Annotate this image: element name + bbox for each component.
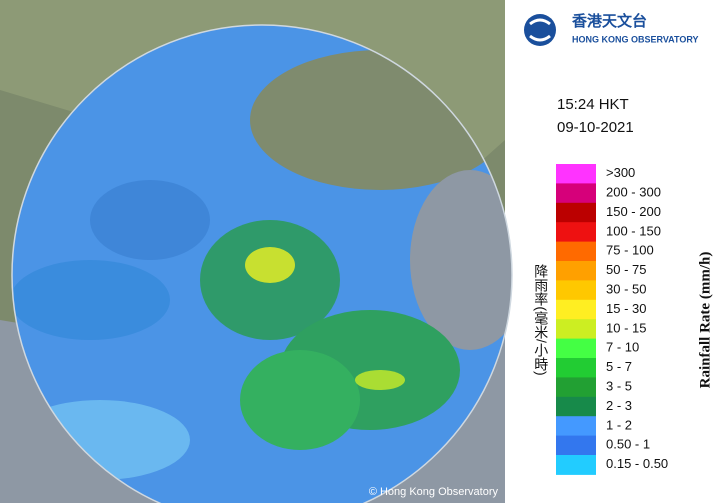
legend: >300 200 - 300 150 - 200 100 - 150 75 - 100 5… bbox=[556, 164, 668, 475]
legend-label: 30 - 50 bbox=[606, 282, 646, 297]
legend-label: 200 - 300 bbox=[606, 185, 661, 200]
legend-label: 1 - 2 bbox=[606, 417, 632, 432]
legend-swatch bbox=[556, 280, 596, 301]
legend-swatch bbox=[556, 164, 596, 184]
legend-swatch bbox=[556, 358, 596, 378]
legend-swatch bbox=[556, 338, 596, 359]
legend-label: 3 - 5 bbox=[606, 379, 632, 394]
copyright: © Hong Kong Observatory bbox=[369, 486, 499, 498]
legend-swatch bbox=[556, 222, 596, 243]
legend-swatch bbox=[556, 202, 596, 223]
legend-label: 150 - 200 bbox=[606, 204, 661, 219]
legend-swatch bbox=[556, 455, 596, 475]
legend-label: 10 - 15 bbox=[606, 320, 646, 335]
logo-name-zh: 香港天文台 bbox=[572, 12, 647, 30]
logo-name-en: HONG KONG OBSERVATORY bbox=[572, 34, 699, 44]
legend-swatch bbox=[556, 261, 596, 281]
radar-map: © Hong Kong Observatory bbox=[0, 0, 513, 503]
date: 09-10-2021 bbox=[557, 119, 634, 136]
legend-swatch bbox=[556, 377, 596, 398]
legend-swatch bbox=[556, 396, 596, 417]
legend-label: 0.50 - 1 bbox=[606, 437, 650, 452]
legend-label: 0.15 - 0.50 bbox=[606, 456, 668, 471]
legend-label: 75 - 100 bbox=[606, 243, 654, 258]
legend-label: 7 - 10 bbox=[606, 340, 639, 355]
legend-title-zh: 降雨率(毫米/小時) bbox=[533, 264, 549, 375]
legend-label: >300 bbox=[606, 165, 635, 180]
logo: 香港天文台 HONG KONG OBSERVATORY bbox=[524, 12, 699, 46]
legend-label: 50 - 75 bbox=[606, 262, 646, 277]
time: 15:24 HKT bbox=[557, 96, 629, 113]
legend-label: 15 - 30 bbox=[606, 301, 646, 316]
legend-label: 2 - 3 bbox=[606, 398, 632, 413]
legend-label: 5 - 7 bbox=[606, 359, 632, 374]
legend-title-en: Rainfall Rate (mm/h) bbox=[697, 252, 713, 389]
legend-swatch bbox=[556, 299, 596, 320]
legend-swatch bbox=[556, 435, 596, 456]
legend-swatch bbox=[556, 319, 596, 340]
legend-swatch bbox=[556, 183, 596, 204]
legend-swatch bbox=[556, 416, 596, 437]
legend-label: 100 - 150 bbox=[606, 223, 661, 238]
legend-swatch bbox=[556, 241, 596, 262]
